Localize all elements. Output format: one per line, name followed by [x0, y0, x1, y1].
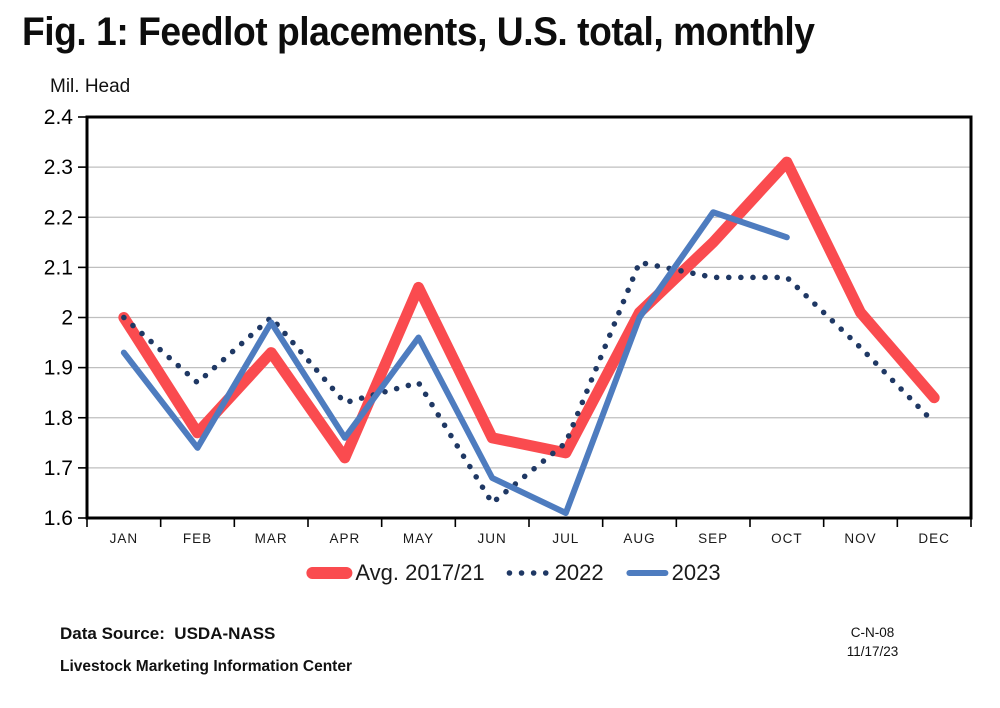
- legend-swatch-avg-icon: [306, 567, 353, 579]
- x-tick-label: APR: [329, 531, 360, 546]
- y-tick-label: 1.7: [44, 457, 73, 480]
- legend-label-2023: 2023: [671, 560, 721, 585]
- legend-swatch-2023-icon: [626, 570, 669, 576]
- series-line-2022: [121, 259, 937, 506]
- x-tick-label: NOV: [844, 531, 876, 546]
- x-tick-label: SEP: [698, 531, 728, 546]
- y-tick-label: 1.8: [44, 407, 73, 430]
- y-axis-unit-label: Mil. Head: [50, 76, 131, 97]
- legend-item-2022: 2022: [506, 560, 604, 586]
- legend-label-avg: Avg. 2017/21: [355, 560, 485, 585]
- chart-date-text: 11/17/23: [846, 644, 899, 659]
- footer-right: C-N-08 11/17/23: [820, 623, 925, 661]
- y-tick-label: 2: [61, 307, 73, 330]
- x-tick-label: JUN: [478, 531, 507, 546]
- x-tick-label: DEC: [918, 531, 950, 546]
- y-tick-label: 2.4: [44, 106, 74, 129]
- data-source-text: Data Source: USDA-NASS: [60, 624, 276, 643]
- legend-item-2023: 2023: [625, 560, 721, 586]
- y-tick-label: 2.2: [44, 206, 73, 229]
- chart-title: Fig. 1: Feedlot placements, U.S. total, …: [22, 10, 815, 54]
- series-line-avg-2017-21: [118, 156, 940, 464]
- chart-id-text: C-N-08: [850, 625, 895, 640]
- x-tick-label: FEB: [183, 531, 212, 546]
- x-tick-label: MAR: [255, 531, 288, 546]
- footer-left: Data Source: USDA-NASS Livestock Marketi…: [60, 624, 352, 676]
- legend-swatch-2022-icon: [506, 570, 554, 576]
- x-tick-label: JUL: [552, 531, 579, 546]
- y-tick-label: 1.9: [44, 357, 73, 380]
- plot-frame: [85, 115, 973, 520]
- chart-legend: Avg. 2017/21 2022 2023: [304, 560, 721, 586]
- y-tick-label: 1.6: [44, 507, 73, 530]
- organization-text: Livestock Marketing Information Center: [60, 658, 352, 675]
- x-tick-label: JAN: [110, 531, 139, 546]
- legend-item-avg: Avg. 2017/21: [304, 560, 485, 586]
- x-tick-label: MAY: [403, 531, 434, 546]
- y-tick-label: 2.3: [44, 156, 73, 179]
- y-tick-label: 2.1: [44, 256, 73, 279]
- series-line-2023: [120, 209, 790, 516]
- x-tick-label: AUG: [623, 531, 655, 546]
- legend-label-2022: 2022: [554, 560, 604, 585]
- x-tick-label: OCT: [771, 531, 803, 546]
